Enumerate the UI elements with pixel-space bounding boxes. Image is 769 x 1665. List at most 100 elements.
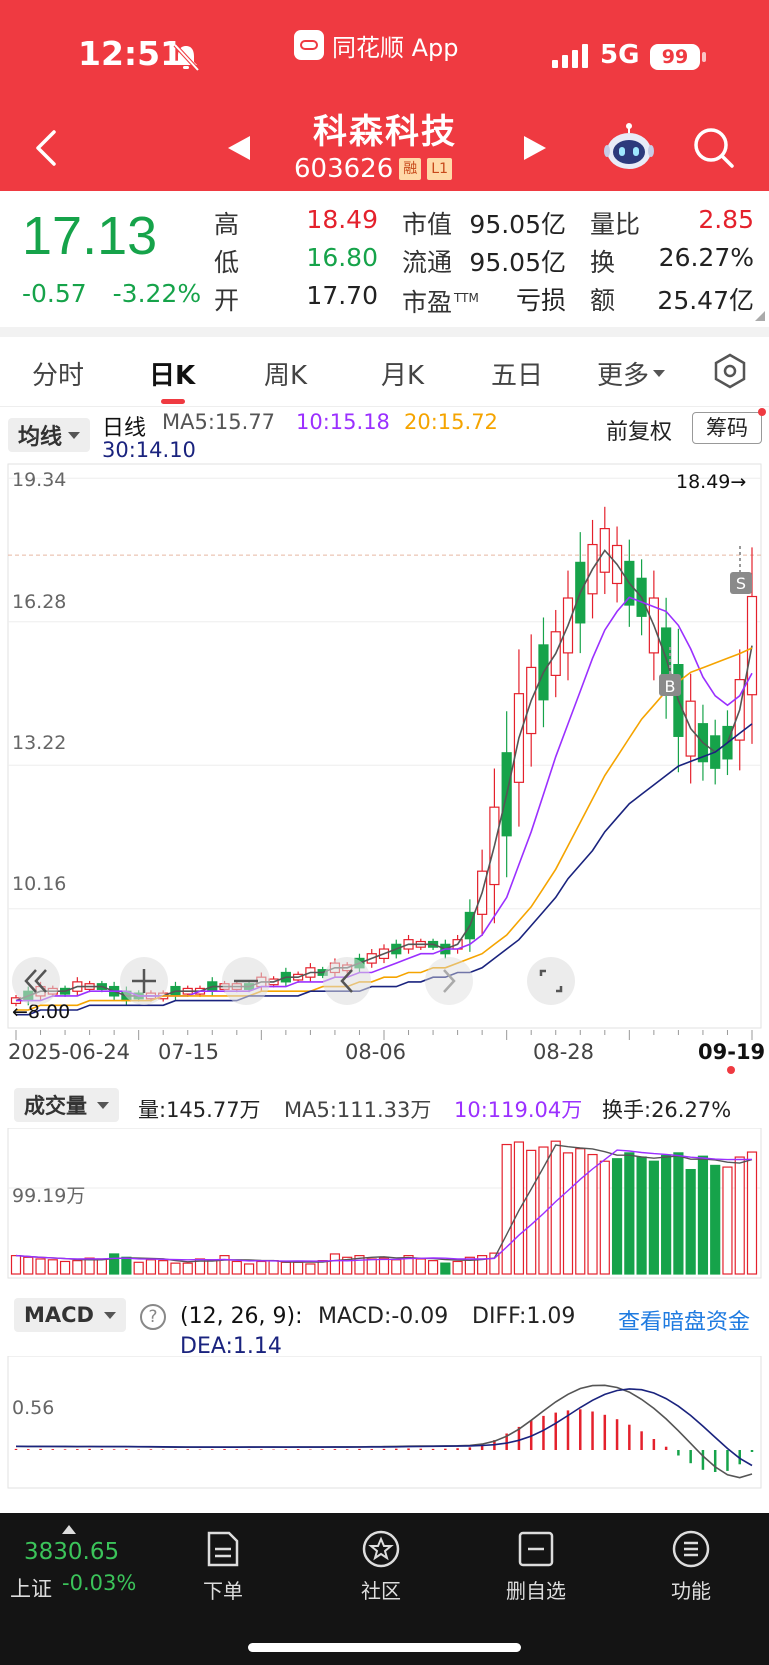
- prev-stock-icon[interactable]: [226, 134, 252, 162]
- volume-bar-53: [661, 1154, 672, 1275]
- scroll-right-button[interactable]: [425, 957, 473, 1005]
- volume-bar-56: [697, 1155, 709, 1275]
- search-icon[interactable]: [692, 126, 736, 170]
- scroll-left-fast-button[interactable]: [12, 957, 60, 1005]
- volume-bar-23: [293, 1261, 304, 1275]
- dark-pool-link[interactable]: 查看暗盘资金: [618, 1310, 751, 1335]
- open-label: 开: [214, 286, 240, 315]
- macd-chart[interactable]: 0.56: [0, 1356, 769, 1490]
- tab-more[interactable]: 更多: [597, 355, 666, 392]
- nav-community[interactable]: 社区: [326, 1529, 436, 1604]
- tab-monthly-k[interactable]: 月K: [381, 361, 425, 391]
- level-tag: L1: [427, 158, 452, 180]
- volume-bar-40: [501, 1143, 512, 1275]
- macd-selector-label: MACD: [24, 1303, 94, 1327]
- dea-value: DEA:1.14: [180, 1334, 282, 1359]
- date-label-1: 07-15: [158, 1040, 220, 1064]
- volume-bar-36: [452, 1260, 463, 1275]
- nav-order[interactable]: 下单: [168, 1529, 278, 1604]
- expand-corner-icon[interactable]: [755, 311, 765, 321]
- volume-ma10-line: [15, 1149, 753, 1262]
- nav-remove-watchlist[interactable]: 删自选: [481, 1529, 591, 1604]
- volume-bar-58: [722, 1166, 733, 1275]
- volume-bar-17: [219, 1255, 230, 1275]
- candlestick-chart[interactable]: 19.34 16.28 13.22 10.16 18.49→ ←8.00 B S: [0, 462, 769, 1030]
- sell-marker-label: S: [736, 574, 746, 593]
- volume-ma5: MA5:111.33万: [284, 1098, 432, 1122]
- diff-value: DIFF:1.09: [472, 1304, 576, 1329]
- separator: [0, 327, 769, 337]
- volume-bar-44: [550, 1140, 561, 1275]
- high-label: 高: [214, 210, 240, 239]
- community-star-icon: [362, 1530, 400, 1568]
- next-stock-icon[interactable]: [522, 134, 548, 162]
- order-icon: [207, 1531, 239, 1567]
- period-tabs: 分时 日K 周K 月K 五日 更多: [0, 337, 769, 407]
- chevron-down-icon: [653, 370, 666, 377]
- stock-code: 603626: [294, 154, 394, 184]
- app-switch[interactable]: 同花顺 App: [294, 28, 459, 62]
- amount-value: 25.47亿: [657, 286, 754, 315]
- chip-distribution-button[interactable]: 筹码: [692, 412, 762, 444]
- volume-bar-4: [59, 1260, 71, 1275]
- menu-icon: [672, 1530, 710, 1568]
- low-value: 16.80: [306, 243, 378, 272]
- date-label-3: 08-28: [533, 1040, 595, 1064]
- adjust-selector[interactable]: 前复权: [606, 420, 673, 445]
- volume-bar-21: [268, 1260, 279, 1275]
- tab-five-day[interactable]: 五日: [491, 361, 544, 391]
- active-tab-indicator: [161, 399, 185, 404]
- volume-bar-16: [207, 1259, 218, 1275]
- zoom-in-button[interactable]: [120, 957, 168, 1005]
- help-icon[interactable]: ?: [140, 1304, 166, 1330]
- volume-bar-59: [734, 1156, 745, 1275]
- volume-header: 成交量 量:145.77万 MA5:111.33万 10:119.04万 换手:…: [0, 1082, 769, 1128]
- date-axis: 2025-06-24 07-15 08-06 08-28 09-19: [0, 1030, 769, 1080]
- buy-marker[interactable]: [659, 674, 681, 696]
- volume-bar-39: [489, 1252, 500, 1275]
- stock-name: 科森科技: [313, 112, 457, 152]
- ma-legend: 均线 日线 MA5:15.77 10:15.18 20:15.72 30:14.…: [0, 408, 769, 464]
- index-name: 上证: [10, 1577, 52, 1601]
- bell-muted-icon: [173, 43, 200, 72]
- market-cap-value: 95.05亿: [469, 210, 566, 239]
- turnover-label: 换: [590, 248, 616, 277]
- tab-daily-k[interactable]: 日K: [149, 361, 196, 391]
- macd-selector[interactable]: MACD: [14, 1298, 126, 1332]
- volume-ma10: 10:119.04万: [454, 1098, 583, 1122]
- volume-bar-24: [305, 1263, 316, 1275]
- turnover-value: 26.27%: [658, 243, 754, 272]
- volume-ratio-label: 量比: [590, 210, 641, 239]
- min-price-label: ←8.00: [12, 1001, 70, 1023]
- volume-turnover: 换手:26.27%: [602, 1098, 732, 1122]
- network-label: 5G: [600, 40, 640, 70]
- index-value[interactable]: 3830.65: [24, 1539, 120, 1565]
- signal-icon: [552, 44, 588, 68]
- open-value: 17.70: [306, 281, 378, 310]
- tab-intraday[interactable]: 分时: [32, 361, 85, 391]
- robot-assistant-icon[interactable]: [602, 120, 656, 174]
- tab-more-label: 更多: [597, 361, 650, 391]
- sell-marker[interactable]: [730, 572, 752, 594]
- volume-selector[interactable]: 成交量: [14, 1088, 119, 1122]
- volume-bar-48: [599, 1160, 610, 1275]
- nav-remove-watchlist-label: 删自选: [506, 1579, 566, 1603]
- amount-label: 额: [590, 286, 616, 315]
- ma-line-30: [16, 723, 753, 1016]
- y-tick-3: 10.16: [12, 873, 66, 895]
- back-icon[interactable]: [30, 126, 64, 170]
- fullscreen-button[interactable]: [527, 957, 575, 1005]
- volume-bar-9: [121, 1256, 132, 1275]
- volume-chart[interactable]: 99.19万: [0, 1128, 769, 1280]
- volume-bar-13: [170, 1262, 181, 1275]
- nav-functions[interactable]: 功能: [636, 1529, 746, 1604]
- volume-bar-54: [673, 1152, 684, 1275]
- volume-ma5-line: [15, 1144, 753, 1263]
- settings-hexagon-icon[interactable]: [712, 353, 748, 389]
- app-logo: [294, 30, 324, 60]
- ma-selector[interactable]: 均线: [8, 418, 91, 452]
- zoom-out-button[interactable]: [222, 957, 270, 1005]
- tab-weekly-k[interactable]: 周K: [264, 361, 308, 391]
- chart-controls: [12, 957, 575, 1005]
- scroll-left-button[interactable]: [323, 957, 371, 1005]
